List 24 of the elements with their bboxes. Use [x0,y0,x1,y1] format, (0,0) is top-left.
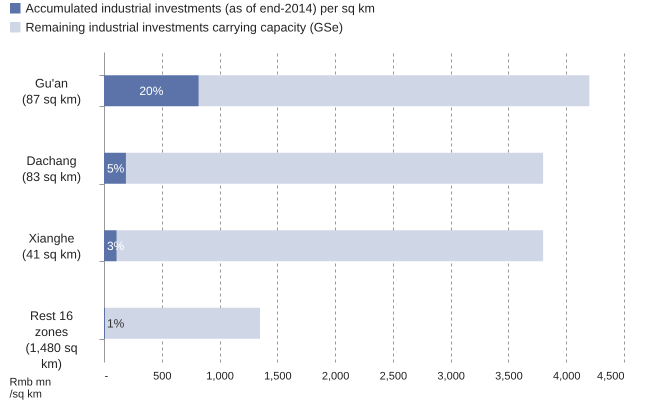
annotation: 20% [139,84,164,98]
x-tick-label: 1,000 [206,370,234,382]
annotation: 1% [107,316,125,330]
y-tick-label: Gu'an (87 sq km) [22,76,82,106]
bar [104,75,199,106]
x-tick-label: 500 [153,370,172,382]
x-tick-label: 4,500 [596,370,624,382]
bar [105,308,260,339]
y-tick-label: Xianghe (41 sq km) [22,231,82,262]
legend-label: Accumulated industrial investments (as of end-2014) per sq km [26,1,375,16]
x-tick-label: 3,500 [495,370,523,382]
bar [198,75,590,106]
x-tick-label: 2,000 [322,370,350,382]
x-tick-label: 4,000 [552,370,580,382]
annotation: 5% [107,161,125,176]
bar [126,152,544,184]
legend-label: Remaining industrial investments carrying capacity (GSe) [26,20,343,34]
x-tick-label: 3,000 [437,370,465,382]
y-tick-label: Dachang (83 sq km) [22,154,82,184]
x-tick-label: - [104,370,108,382]
x-tick-label: 2,500 [380,370,408,382]
x-axis-title: Rmb mn /sq km [10,376,52,400]
x-tick-label: 1,500 [264,370,292,382]
y-tick-label: Rest 16 zones (1,480 sq km) [25,308,78,371]
